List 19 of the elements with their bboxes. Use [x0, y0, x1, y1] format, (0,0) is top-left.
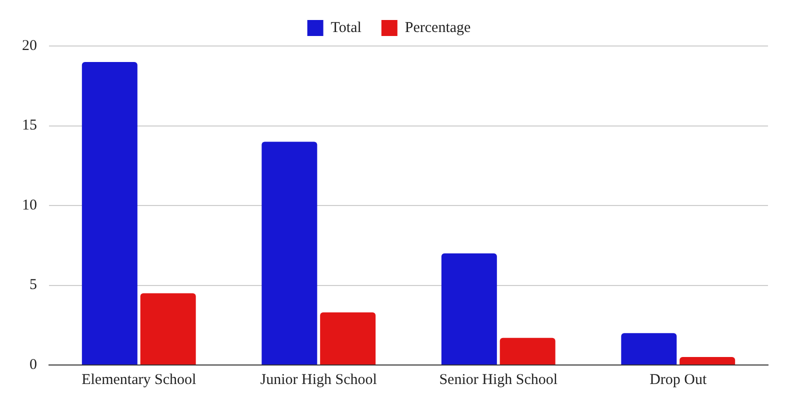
bar [262, 142, 318, 364]
bar [82, 62, 138, 364]
y-tick-label: 15 [22, 118, 37, 134]
legend-label: Percentage [404, 20, 472, 36]
bar [441, 253, 497, 364]
y-tick-label: 0 [30, 356, 37, 373]
y-tick-label: 5 [30, 277, 37, 294]
x-tick-label: Senior High School [439, 372, 558, 388]
x-tick-label: Drop Out [650, 372, 708, 388]
x-tick-label: Junior High School [260, 372, 377, 388]
legend-label: Total [330, 20, 362, 36]
bar [140, 293, 196, 364]
bar [500, 338, 556, 364]
bar [621, 333, 677, 364]
y-tick-label: 10 [22, 197, 37, 214]
x-tick-label: Elementary School [82, 372, 196, 388]
bar [320, 312, 376, 364]
bar [680, 357, 736, 364]
y-tick-label: 20 [22, 38, 37, 54]
